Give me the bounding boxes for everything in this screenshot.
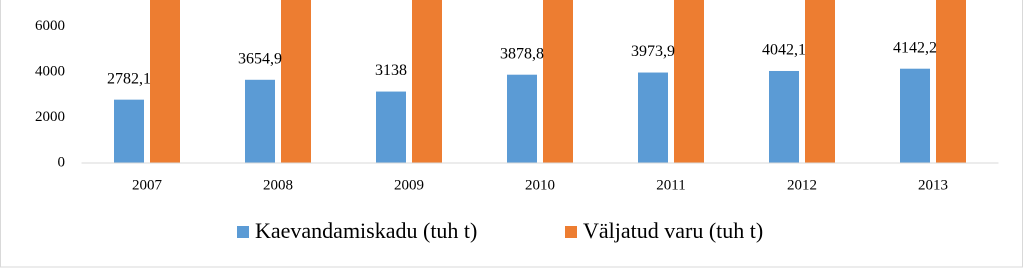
data-label: 3973,9 [631, 43, 675, 60]
x-tick-label: 2009 [394, 177, 424, 193]
y-tick-label: 6000 [35, 18, 65, 34]
legend-label: Kaevandamiskadu (tuh t) [255, 218, 477, 243]
data-label: 3138 [375, 62, 407, 79]
bar [936, 0, 966, 163]
data-label: 2782,1 [107, 70, 151, 87]
bar [543, 0, 573, 163]
bar [638, 72, 668, 163]
x-tick-label: 2013 [918, 177, 948, 193]
data-label: 3878,8 [500, 45, 544, 62]
bar [769, 70, 799, 163]
plot-area [114, 0, 966, 163]
x-tick-label: 2012 [787, 177, 817, 193]
x-tick-label: 2011 [656, 177, 685, 193]
y-tick-label: 0 [58, 154, 66, 170]
data-label: 4042,1 [762, 42, 806, 59]
data-label: 4142,2 [893, 39, 937, 56]
legend-swatch [237, 226, 249, 238]
x-tick-label: 2007 [132, 177, 163, 193]
bar [114, 99, 144, 163]
legend-label: Väljatud varu (tuh t) [583, 218, 763, 243]
bar [674, 0, 704, 163]
data-label: 3654,9 [238, 50, 282, 67]
bar [281, 0, 311, 163]
x-tick-label: 2010 [525, 177, 555, 193]
bar [412, 0, 442, 163]
bar [805, 0, 835, 163]
y-tick-label: 2000 [35, 109, 65, 125]
bar [507, 74, 537, 163]
y-tick-label: 4000 [35, 63, 65, 79]
bar [150, 0, 180, 163]
bar [245, 79, 275, 163]
x-tick-label: 2008 [263, 177, 293, 193]
bar [376, 91, 406, 163]
legend-swatch [565, 226, 577, 238]
bar [900, 68, 930, 163]
